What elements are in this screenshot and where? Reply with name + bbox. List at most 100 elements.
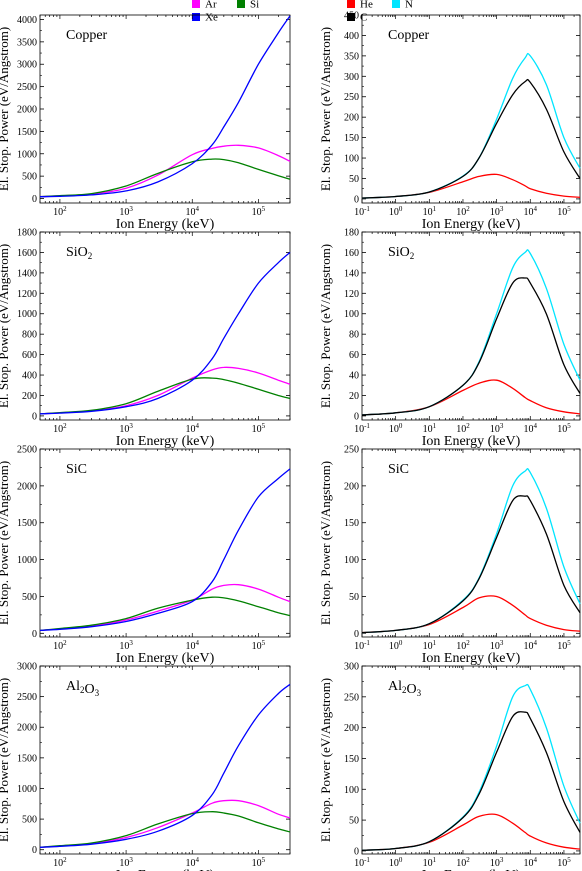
x-tick-label-e4: 104	[186, 422, 200, 435]
x-tick-label-e1: 101	[423, 205, 437, 218]
y-axis-title: El. Stop. Power (eV/Angstrom)	[0, 678, 11, 842]
y-tick-label-80: 80	[349, 330, 359, 341]
material-label: Copper	[66, 28, 108, 43]
x-axis-title: Ion Energy (keV)	[422, 434, 521, 449]
y-tick-label-1000: 1000	[17, 555, 37, 566]
y-tick-label-200: 200	[22, 391, 37, 402]
y-tick-label-40: 40	[349, 371, 359, 382]
series-line-c	[361, 495, 581, 634]
x-tick-label-e5: 105	[557, 856, 571, 869]
y-tick-label-1000: 1000	[17, 149, 37, 160]
y-tick-label-300: 300	[344, 662, 359, 673]
y-tick-label-20: 20	[349, 391, 359, 402]
chart-panel-2: 0 50 100 150 200 250 300 350 400 450 10-1 100 101 102…	[318, 11, 581, 232]
series-line-ar	[39, 799, 291, 848]
y-axis-title: El. Stop. Power (eV/Angstrom)	[0, 27, 11, 191]
y-tick-label-2000: 2000	[17, 723, 37, 734]
y-tick-label-2000: 2000	[17, 105, 37, 116]
y-tick-label-3000: 3000	[17, 662, 37, 673]
series-line-ar	[39, 366, 291, 415]
y-tick-label-1500: 1500	[17, 753, 37, 764]
y-tick-label-200: 200	[344, 113, 359, 124]
legend-swatch-he	[347, 0, 355, 9]
x-tick-label-e4: 104	[186, 856, 200, 869]
series-line-xe	[39, 683, 291, 848]
y-tick-label-400: 400	[22, 371, 37, 382]
series-line-c	[361, 711, 581, 851]
legend-entry-xe: Xe	[192, 11, 218, 23]
series-line-n	[361, 683, 581, 851]
x-tick-label-e3: 103	[119, 422, 133, 435]
y-tick-label-350: 350	[344, 51, 359, 62]
x-axis-title: Ion Energy (keV)	[422, 868, 521, 871]
y-axis-title: El. Stop. Power (eV/Angstrom)	[318, 678, 333, 842]
y-tick-label-250: 250	[344, 692, 359, 703]
plot-area	[361, 14, 581, 204]
x-tick-label-e5: 105	[252, 639, 266, 652]
x-tick-label-e2: 102	[456, 856, 470, 869]
x-tick-label-e5: 105	[252, 205, 266, 218]
x-tick-label-e2: 102	[53, 856, 67, 869]
y-tick-label-150: 150	[344, 754, 359, 765]
x-axis-title: Ion Energy (keV)	[116, 651, 215, 666]
series-line-ar	[39, 583, 291, 632]
y-tick-label-250: 250	[344, 92, 359, 103]
legend-area: Ar Si Xe He N C	[0, 0, 582, 30]
chart-panel-3: 0 200 400 600 800 1000 1200 1400 1600 1800 102 103 1…	[0, 228, 291, 449]
y-tick-label-100: 100	[344, 309, 359, 320]
y-tick-label-0: 0	[32, 411, 37, 422]
legend-left: Ar Si Xe	[192, 0, 262, 26]
x-tick-label-e-1: 10-1	[354, 205, 370, 218]
chart-panel-7: 0 500 1000 1500 2000 2500 3000 102 103 104 105 Ion …	[0, 662, 291, 871]
y-tick-label-140: 140	[344, 268, 359, 279]
x-tick-label-e5: 105	[557, 422, 571, 435]
y-tick-label-600: 600	[22, 350, 37, 361]
x-tick-label-e3: 103	[490, 639, 504, 652]
y-tick-label-50: 50	[349, 592, 359, 603]
legend-swatch-si	[237, 0, 245, 9]
x-tick-label-e3: 103	[119, 856, 133, 869]
y-tick-label-0: 0	[354, 846, 359, 857]
chart-panel-6: 0 50 100 150 200 250 10-1 100 101 102 103 104 105 Ion…	[318, 445, 581, 666]
legend-entry-c: C	[347, 11, 367, 23]
x-tick-label-e1: 101	[423, 856, 437, 869]
y-tick-label-150: 150	[344, 133, 359, 144]
legend-label-he: He	[360, 0, 373, 11]
y-tick-label-0: 0	[354, 411, 359, 422]
y-axis-title: El. Stop. Power (eV/Angstrom)	[318, 244, 333, 408]
x-axis-title: Ion Energy (keV)	[422, 651, 521, 666]
plot-area	[39, 14, 291, 204]
y-tick-label-50: 50	[349, 174, 359, 185]
series-line-he	[361, 595, 581, 634]
material-label: SiC	[388, 462, 409, 477]
x-tick-label-e3: 103	[119, 639, 133, 652]
x-tick-label-e3: 103	[119, 205, 133, 218]
x-tick-label-e4: 104	[186, 639, 200, 652]
legend-swatch-n	[392, 0, 400, 9]
y-tick-label-200: 200	[344, 481, 359, 492]
y-tick-label-150: 150	[344, 518, 359, 529]
legend-label-xe: Xe	[205, 11, 218, 24]
series-line-n	[361, 249, 581, 416]
x-tick-label-e-1: 10-1	[354, 422, 370, 435]
y-tick-label-0: 0	[32, 194, 37, 205]
legend-label-si: Si	[250, 0, 260, 11]
y-tick-label-1400: 1400	[17, 268, 37, 279]
legend-swatch-xe	[192, 13, 200, 22]
x-tick-label-e3: 103	[490, 205, 504, 218]
y-tick-label-0: 0	[32, 629, 37, 640]
material-label: SiC	[66, 462, 87, 477]
y-tick-label-300: 300	[344, 72, 359, 83]
legend-label-n: N	[405, 0, 413, 11]
y-axis-title: El. Stop. Power (eV/Angstrom)	[0, 461, 11, 625]
y-tick-label-180: 180	[344, 228, 359, 239]
x-tick-label-e3: 103	[490, 422, 504, 435]
x-tick-label-e4: 104	[524, 639, 538, 652]
x-tick-label-e-1: 10-1	[354, 639, 370, 652]
series-line-n	[361, 468, 581, 634]
series-line-si	[39, 377, 291, 415]
y-tick-label-1500: 1500	[17, 518, 37, 529]
legend-swatch-c	[347, 13, 355, 22]
plot-area	[39, 448, 291, 638]
